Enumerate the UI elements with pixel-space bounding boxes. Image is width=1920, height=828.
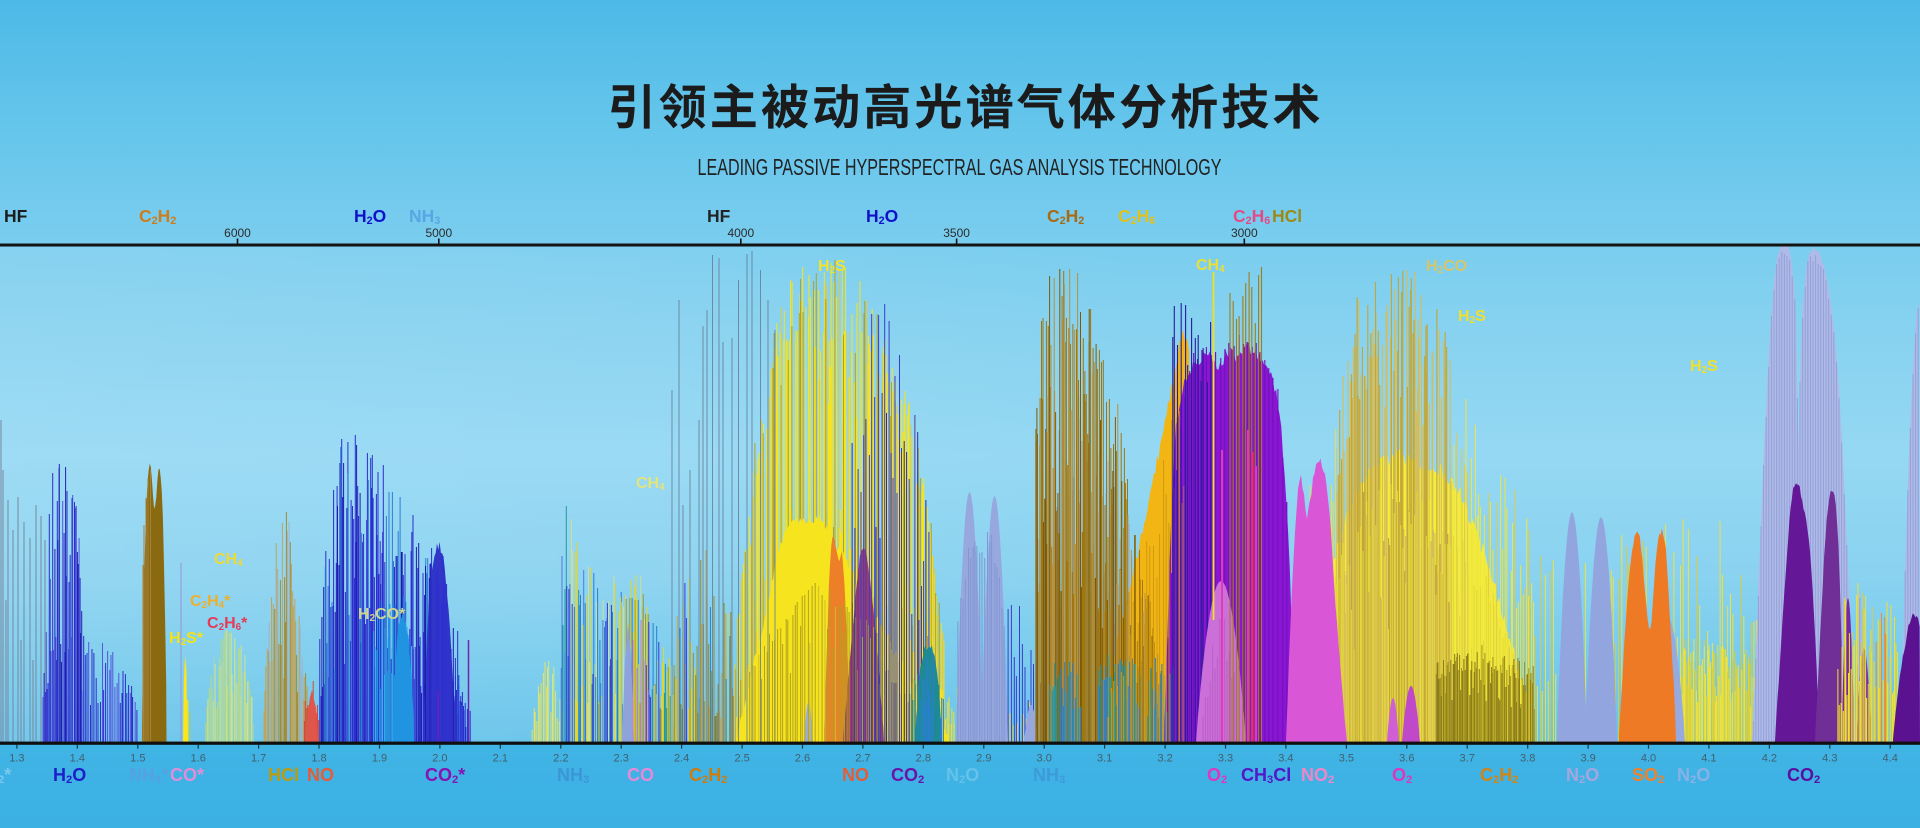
svg-text:4.4: 4.4	[1883, 753, 1898, 765]
svg-text:3.8: 3.8	[1520, 753, 1535, 765]
svg-text:3500: 3500	[943, 226, 970, 240]
svg-text:H2S: H2S	[818, 258, 846, 276]
svg-text:2.0: 2.0	[432, 753, 447, 765]
svg-text:4.3: 4.3	[1822, 753, 1837, 765]
svg-text:4.2: 4.2	[1762, 753, 1777, 765]
svg-text:NH3: NH3	[409, 206, 440, 227]
svg-text:SO2: SO2	[1632, 765, 1664, 786]
svg-text:CO2: CO2	[1787, 765, 1820, 786]
svg-text:1.8: 1.8	[311, 753, 326, 765]
svg-text:1.9: 1.9	[372, 753, 387, 765]
svg-text:H2S*: H2S*	[169, 630, 204, 648]
svg-text:NO: NO	[307, 765, 334, 785]
svg-text:H2CO*: H2CO*	[358, 606, 406, 624]
svg-text:1.5: 1.5	[130, 753, 145, 765]
svg-text:C2H2: C2H2	[139, 206, 176, 227]
svg-text:NH3: NH3	[557, 765, 589, 786]
svg-text:4.0: 4.0	[1641, 753, 1656, 765]
svg-text:2.2: 2.2	[553, 753, 568, 765]
svg-text:3.2: 3.2	[1157, 753, 1172, 765]
svg-text:NO2: NO2	[1301, 765, 1334, 786]
svg-text:HF: HF	[4, 206, 28, 226]
svg-text:HF: HF	[707, 206, 731, 226]
svg-text:2.7: 2.7	[855, 753, 870, 765]
svg-text:2.9: 2.9	[976, 753, 991, 765]
svg-text:CO2: CO2	[891, 765, 924, 786]
svg-text:N2O: N2O	[1566, 765, 1599, 786]
svg-text:1.7: 1.7	[251, 753, 266, 765]
svg-text:CO: CO	[627, 765, 654, 785]
svg-text:CH4: CH4	[636, 475, 665, 493]
svg-text:2.4: 2.4	[674, 753, 689, 765]
svg-text:H2CO: H2CO	[1426, 258, 1467, 276]
svg-text:1.3: 1.3	[9, 753, 24, 765]
svg-text:HCl: HCl	[268, 765, 299, 785]
svg-text:3.9: 3.9	[1580, 753, 1595, 765]
svg-text:1.4: 1.4	[70, 753, 85, 765]
svg-text:C2H2: C2H2	[1047, 206, 1084, 227]
svg-text:4.1: 4.1	[1701, 753, 1716, 765]
svg-text:2.5: 2.5	[734, 753, 749, 765]
svg-text:H2O: H2O	[53, 765, 86, 786]
svg-text:C2H6: C2H6	[1233, 206, 1270, 227]
svg-text:3.1: 3.1	[1097, 753, 1112, 765]
svg-text:O2*: O2*	[0, 765, 11, 786]
svg-text:3.0: 3.0	[1037, 753, 1052, 765]
svg-text:3000: 3000	[1231, 226, 1258, 240]
svg-text:N2O: N2O	[946, 765, 979, 786]
svg-text:5000: 5000	[425, 226, 452, 240]
svg-text:CO2*: CO2*	[425, 765, 465, 786]
svg-text:HCl: HCl	[1272, 206, 1302, 226]
svg-text:1.6: 1.6	[191, 753, 206, 765]
svg-text:H2S: H2S	[1690, 358, 1718, 376]
svg-text:NH3*: NH3*	[129, 765, 168, 786]
svg-text:NH3: NH3	[1033, 765, 1065, 786]
svg-text:2.8: 2.8	[916, 753, 931, 765]
svg-text:NO: NO	[842, 765, 869, 785]
svg-text:C2H2: C2H2	[1480, 765, 1518, 786]
svg-text:3.4: 3.4	[1278, 753, 1293, 765]
svg-text:3.7: 3.7	[1460, 753, 1475, 765]
svg-text:H2S: H2S	[1458, 308, 1486, 326]
svg-text:C2H2: C2H2	[689, 765, 727, 786]
svg-text:2.6: 2.6	[795, 753, 810, 765]
svg-text:6000: 6000	[224, 226, 251, 240]
svg-text:C2H6*: C2H6*	[207, 615, 248, 633]
svg-text:3.5: 3.5	[1339, 753, 1354, 765]
svg-text:3.6: 3.6	[1399, 753, 1414, 765]
svg-text:LEADING PASSIVE HYPERSPECTRAL: LEADING PASSIVE HYPERSPECTRAL GAS ANALYS…	[698, 154, 1222, 180]
svg-text:N2O: N2O	[1677, 765, 1710, 786]
svg-text:CH4: CH4	[214, 551, 243, 569]
svg-text:2.1: 2.1	[493, 753, 508, 765]
svg-text:CH3Cl: CH3Cl	[1241, 765, 1291, 786]
svg-text:H2O: H2O	[354, 206, 386, 227]
svg-text:CO*: CO*	[170, 765, 204, 785]
svg-text:3.3: 3.3	[1218, 753, 1233, 765]
svg-text:C2H6: C2H6	[1118, 206, 1155, 227]
svg-text:2.3: 2.3	[614, 753, 629, 765]
svg-text:C2H4*: C2H4*	[190, 593, 231, 611]
svg-text:CH4: CH4	[1196, 257, 1225, 275]
svg-text:H2O: H2O	[866, 206, 898, 227]
svg-text:4000: 4000	[727, 226, 754, 240]
